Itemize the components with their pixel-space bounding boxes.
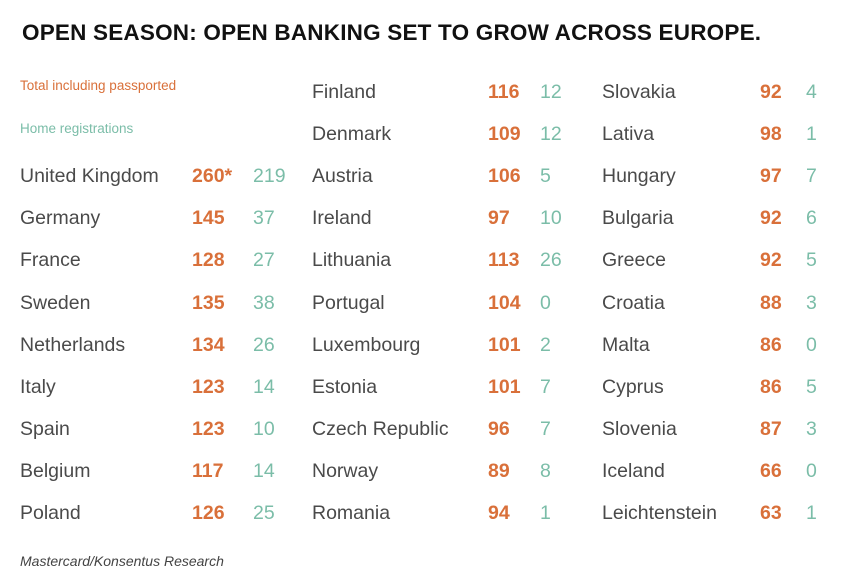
home-value: 2 bbox=[540, 333, 551, 356]
total-value: 135 bbox=[192, 291, 225, 314]
home-value: 8 bbox=[540, 459, 551, 482]
home-value: 219 bbox=[253, 165, 286, 188]
home-value: 38 bbox=[253, 291, 275, 314]
home-value: 6 bbox=[806, 207, 817, 230]
total-value: 86 bbox=[760, 333, 782, 356]
country-name: Leichtenstein bbox=[602, 502, 717, 524]
total-value: 101 bbox=[488, 333, 521, 356]
home-value: 12 bbox=[540, 123, 562, 146]
home-value: 0 bbox=[806, 333, 817, 356]
country-name: Spain bbox=[20, 417, 70, 440]
total-value: 89 bbox=[488, 459, 510, 482]
country-name: Greece bbox=[602, 249, 666, 272]
chart-title: OPEN SEASON: OPEN BANKING SET TO GROW AC… bbox=[22, 20, 762, 45]
total-value: 97 bbox=[488, 207, 510, 230]
total-value: 97 bbox=[760, 165, 782, 188]
source-note: Mastercard/Konsentus Research bbox=[20, 553, 224, 569]
home-value: 7 bbox=[806, 165, 817, 188]
total-value: 145 bbox=[192, 207, 225, 230]
country-name: Iceland bbox=[602, 459, 665, 482]
country-name: Luxembourg bbox=[312, 333, 421, 356]
country-name: Italy bbox=[20, 375, 56, 398]
total-value: 104 bbox=[488, 291, 521, 314]
total-value: 92 bbox=[760, 207, 782, 230]
home-value: 1 bbox=[806, 123, 817, 146]
home-value: 27 bbox=[253, 249, 275, 272]
total-value: 96 bbox=[488, 417, 510, 440]
total-value: 126 bbox=[192, 502, 225, 524]
total-value: 66 bbox=[760, 459, 782, 482]
country-name: Sweden bbox=[20, 291, 91, 314]
legend-total: Total including passported bbox=[20, 78, 177, 93]
total-value: 98 bbox=[760, 123, 782, 146]
home-value: 0 bbox=[540, 291, 551, 314]
country-name: France bbox=[20, 249, 81, 272]
home-value: 5 bbox=[806, 375, 817, 398]
total-value: 134 bbox=[192, 333, 225, 356]
home-value: 12 bbox=[540, 81, 562, 103]
total-value: 109 bbox=[488, 123, 521, 146]
country-name: Slovakia bbox=[602, 81, 676, 103]
country-name: United Kingdom bbox=[20, 165, 159, 188]
home-value: 10 bbox=[253, 417, 275, 440]
home-value: 26 bbox=[253, 333, 275, 356]
total-value: 92 bbox=[760, 249, 782, 272]
home-value: 1 bbox=[806, 502, 817, 524]
home-value: 5 bbox=[540, 165, 551, 188]
country-name: Hungary bbox=[602, 165, 676, 188]
country-name: Ireland bbox=[312, 207, 372, 230]
country-name: Bulgaria bbox=[602, 207, 674, 230]
home-value: 37 bbox=[253, 207, 275, 230]
total-value: 101 bbox=[488, 375, 521, 398]
total-value: 88 bbox=[760, 291, 782, 314]
country-name: Austria bbox=[312, 165, 373, 188]
country-name: Malta bbox=[602, 333, 650, 356]
total-value: 106 bbox=[488, 165, 521, 188]
home-value: 14 bbox=[253, 459, 275, 482]
home-value: 10 bbox=[540, 207, 562, 230]
country-name: Romania bbox=[312, 502, 391, 524]
country-name: Lativa bbox=[602, 123, 655, 146]
home-value: 7 bbox=[540, 417, 551, 440]
country-name: Belgium bbox=[20, 459, 91, 482]
home-value: 25 bbox=[253, 502, 275, 524]
total-value: 116 bbox=[488, 81, 520, 103]
total-value: 117 bbox=[192, 459, 224, 482]
total-value: 113 bbox=[488, 249, 520, 272]
home-value: 14 bbox=[253, 375, 275, 398]
home-value: 1 bbox=[540, 502, 551, 524]
total-value: 87 bbox=[760, 417, 782, 440]
home-value: 26 bbox=[540, 249, 562, 272]
country-name: Portugal bbox=[312, 291, 385, 314]
country-name: Denmark bbox=[312, 123, 392, 146]
total-value: 128 bbox=[192, 249, 225, 272]
home-value: 0 bbox=[806, 459, 817, 482]
home-value: 3 bbox=[806, 417, 817, 440]
country-name: Finland bbox=[312, 81, 376, 103]
country-name: Slovenia bbox=[602, 417, 677, 440]
country-name: Germany bbox=[20, 207, 101, 230]
total-value: 123 bbox=[192, 375, 225, 398]
country-name: Netherlands bbox=[20, 333, 126, 356]
country-name: Czech Republic bbox=[312, 417, 449, 440]
total-value: 92 bbox=[760, 81, 782, 103]
country-name: Estonia bbox=[312, 375, 378, 398]
total-value: 63 bbox=[760, 502, 782, 524]
legend-home: Home registrations bbox=[20, 121, 134, 136]
home-value: 5 bbox=[806, 249, 817, 272]
total-value: 86 bbox=[760, 375, 782, 398]
total-value: 123 bbox=[192, 417, 225, 440]
country-name: Croatia bbox=[602, 291, 665, 314]
country-name: Cyprus bbox=[602, 375, 664, 398]
country-name: Lithuania bbox=[312, 249, 392, 272]
total-value: 260* bbox=[192, 165, 233, 188]
home-value: 3 bbox=[806, 291, 817, 314]
country-name: Poland bbox=[20, 502, 81, 524]
home-value: 4 bbox=[806, 81, 817, 103]
home-value: 7 bbox=[540, 375, 551, 398]
country-name: Norway bbox=[312, 459, 379, 482]
total-value: 94 bbox=[488, 502, 510, 524]
